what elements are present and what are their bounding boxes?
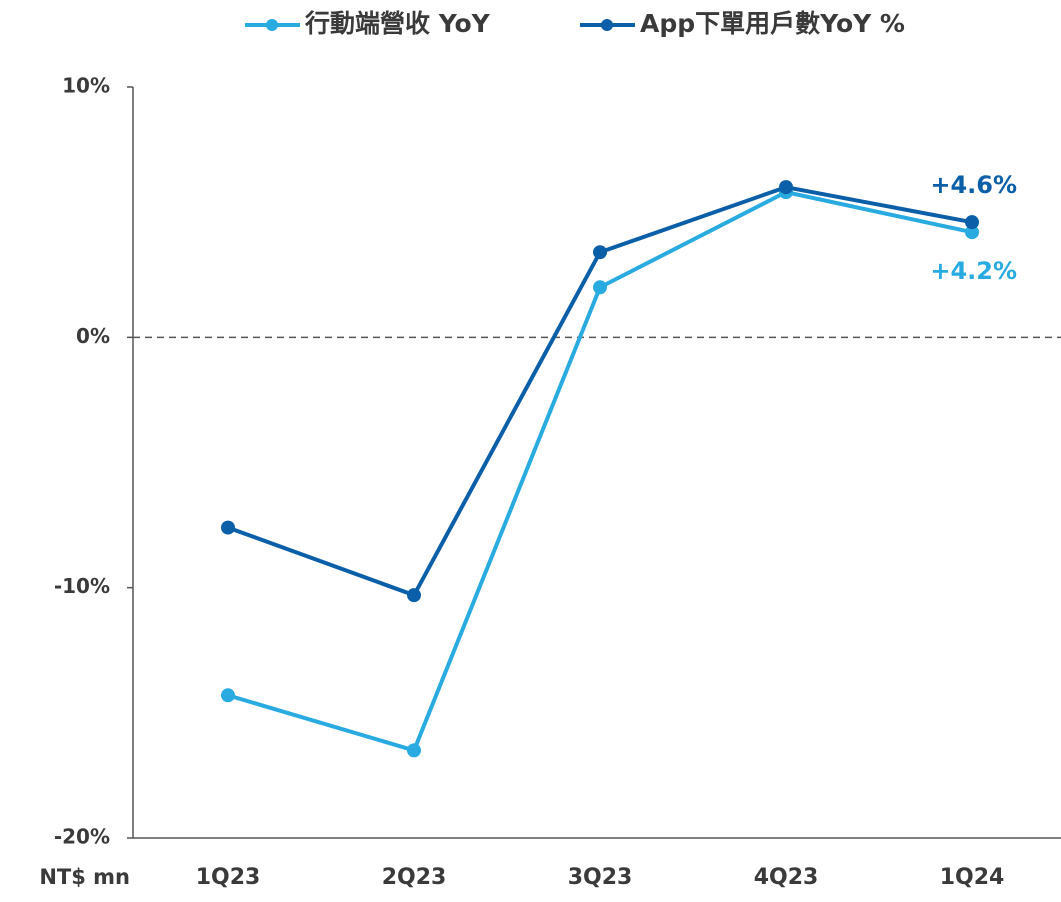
y-tick-label: 0% [76,324,110,348]
y-tick-label: 10% [62,74,110,98]
data-point [593,280,607,295]
x-tick-label: 1Q23 [196,865,261,890]
legend-marker [266,19,278,31]
legend-marker [601,19,613,31]
data-point [965,215,979,230]
x-tick-label: 1Q24 [940,865,1005,890]
x-tick-label: 2Q23 [382,865,447,890]
data-point [407,743,421,758]
data-point [407,588,421,603]
y-tick-label: -10% [54,574,110,598]
x-tick-label: 3Q23 [568,865,633,890]
x-tick-label: 4Q23 [754,865,819,890]
data-point [593,245,607,260]
data-label: +4.2% [930,257,1017,285]
data-point [221,688,235,703]
legend-label: App下單用戶數YoY % [640,9,905,38]
data-point [965,225,979,240]
series-line [227,190,973,753]
data-label: +4.6% [930,171,1017,199]
y-tick-label: -20% [54,825,110,849]
unit-annotation: NT$ mn [39,865,130,889]
legend-label: 行動端營收 YoY [304,9,491,38]
data-point [779,180,793,195]
data-point [221,520,235,535]
